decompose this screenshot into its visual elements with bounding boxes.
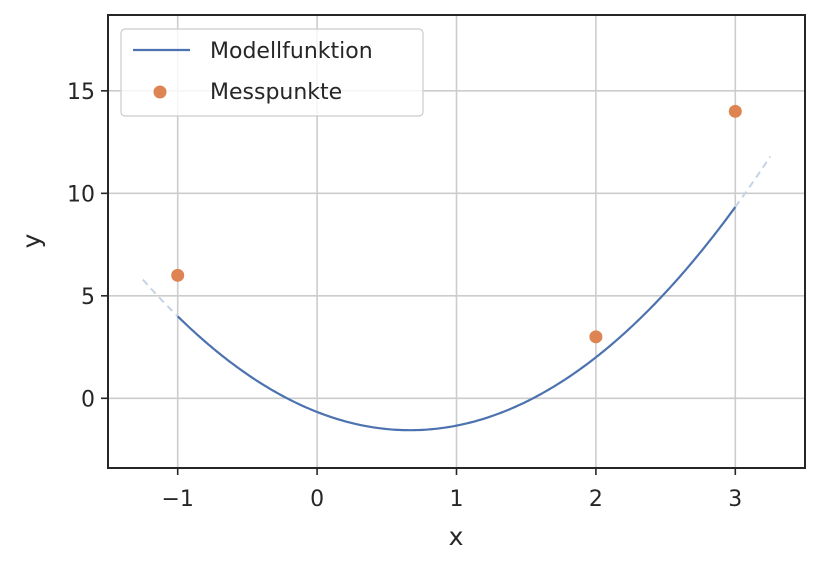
y-tick-label: 5 — [81, 285, 95, 310]
model-function-line — [176, 206, 737, 432]
x-tick-label: 2 — [589, 487, 603, 512]
extrapolation-lines — [142, 156, 771, 318]
extrapolation-line — [142, 278, 179, 318]
extrapolation-line — [734, 156, 771, 208]
legend-box — [120, 28, 424, 117]
x-axis-label: x — [449, 522, 464, 551]
legend-label-modellfunktion: Modellfunktion — [210, 39, 373, 64]
y-axis-label: y — [17, 233, 46, 248]
data-point — [589, 330, 603, 344]
y-tick-label: 10 — [67, 182, 95, 207]
legend-marker-swatch — [153, 85, 167, 99]
data-point — [728, 104, 742, 118]
y-tick-label: 0 — [81, 387, 95, 412]
data-point — [171, 268, 185, 282]
x-tick-label: −1 — [161, 487, 193, 512]
legend-label-messpunkte: Messpunkte — [210, 80, 342, 105]
legend: Modellfunktion Messpunkte — [120, 28, 424, 117]
series — [171, 104, 742, 432]
x-tick-label: 0 — [310, 487, 324, 512]
y-tick-label: 15 — [67, 80, 95, 105]
ticks: −1 0 1 2 3 0 5 10 15 — [67, 80, 742, 512]
x-tick-label: 3 — [728, 487, 742, 512]
x-tick-label: 1 — [450, 487, 464, 512]
